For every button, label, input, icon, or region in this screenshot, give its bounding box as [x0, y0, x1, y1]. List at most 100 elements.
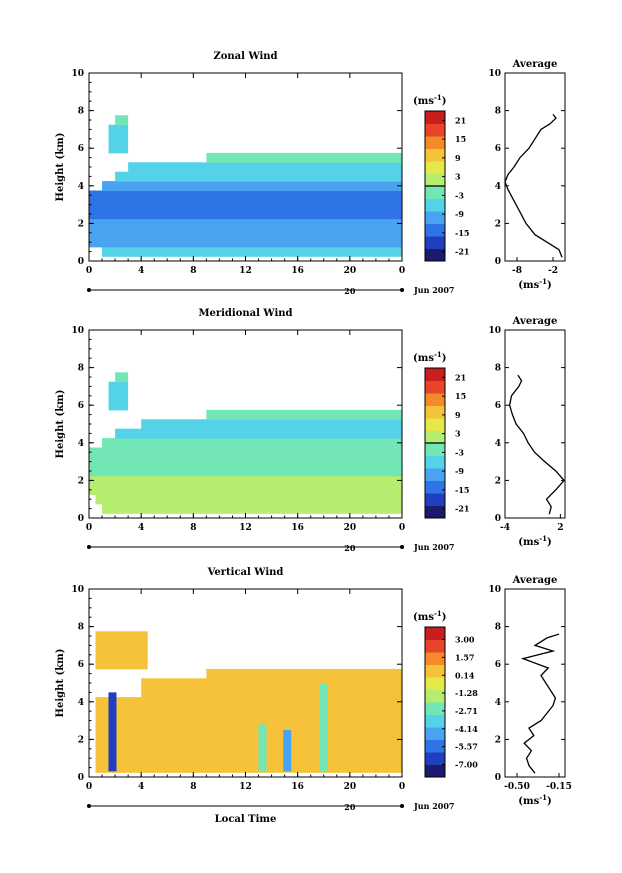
profile-y-tick-label: 6 [495, 144, 501, 154]
heatmap-cell [115, 372, 129, 383]
y-tick-label: 8 [78, 623, 84, 633]
heatmap-cell [102, 246, 403, 257]
colorbar-tick-label: -21 [455, 247, 469, 257]
y-tick-label: 8 [78, 107, 84, 117]
colorbar-unit: (ms-1) [413, 350, 446, 364]
profile-y-tick-label: 6 [495, 401, 501, 411]
colorbar-tick-label: -15 [455, 485, 469, 495]
colorbar-tick-label: -7.00 [455, 760, 478, 770]
y-tick-label: 2 [78, 476, 84, 486]
colorbar-tick-label: -5.57 [455, 742, 478, 752]
heatmap-cell [108, 124, 129, 135]
colorbar-unit: (ms-1) [413, 609, 446, 623]
colorbar-segment [425, 430, 445, 444]
colorbar-tick-label: -9 [455, 209, 464, 219]
profile-frame [504, 329, 566, 519]
heatmap-cell [95, 631, 148, 642]
profile-y-tick-label: 2 [495, 476, 501, 486]
y-tick-label: 8 [78, 364, 84, 374]
y-tick-label: 4 [78, 439, 84, 449]
profile-line [504, 113, 563, 258]
colorbar-segment [425, 380, 445, 394]
colorbar-segment [425, 198, 445, 212]
colorbar-tick-label: -15 [455, 228, 469, 238]
date-axis-end [400, 545, 404, 549]
colorbar-segment [425, 148, 445, 162]
colorbar-segment [425, 455, 445, 469]
profile-y-tick-label: 8 [495, 107, 501, 117]
profile-x-label: (ms-1) [518, 793, 551, 807]
profile-y-tick-label: 10 [488, 585, 501, 595]
profile-x-label: (ms-1) [518, 277, 551, 291]
y-tick-label: 4 [78, 698, 84, 708]
heatmap-cell [89, 209, 402, 220]
profile-y-tick-label: 4 [495, 182, 501, 192]
heatmap-cell [89, 237, 402, 248]
colorbar-segment [425, 111, 445, 124]
colorbar-tick-label: 1.57 [455, 652, 474, 662]
colorbar-segment [425, 405, 445, 419]
profile-y-tick-label: 0 [495, 257, 501, 267]
y-tick-label: 2 [78, 219, 84, 229]
y-axis-label: Height (km) [55, 133, 66, 202]
y-tick-label: 0 [78, 773, 84, 783]
date-axis-end [400, 288, 404, 292]
colorbar-segment [425, 161, 445, 174]
profile-y-tick-label: 0 [495, 773, 501, 783]
profile-y-tick-label: 8 [495, 364, 501, 374]
heatmap-cell [141, 419, 402, 430]
heatmap-cell [95, 725, 402, 736]
colorbar-segment [425, 714, 445, 728]
colorbar-tick-label: 15 [455, 134, 466, 144]
x-tick-label: 12 [239, 266, 252, 276]
colorbar-segment [425, 689, 445, 703]
colorbar-tick-label: 3 [455, 429, 461, 439]
heatmap-cell [115, 115, 129, 126]
colorbar-segment [425, 702, 445, 715]
y-tick-label: 10 [71, 69, 84, 79]
x-tick-label: 8 [190, 782, 196, 792]
profile-y-tick-label: 4 [495, 439, 501, 449]
heatmap-cell [108, 134, 129, 144]
colorbar-segment [425, 739, 445, 753]
colorbar-segment [425, 652, 445, 665]
heatmap-cell [108, 143, 129, 154]
x-tick-label: 20 [344, 266, 357, 276]
x-tick-label: 8 [190, 523, 196, 533]
y-tick-label: 10 [71, 585, 84, 595]
x-tick-label: 4 [138, 523, 144, 533]
date-suffix: Jun 2007 [413, 285, 454, 295]
x-tick-label: 8 [190, 266, 196, 276]
profile-x-tick-label: 2 [557, 523, 563, 533]
profile-x-label: (ms-1) [518, 534, 551, 548]
colorbar-tick-label: -4.14 [455, 724, 478, 734]
x-tick-label: 20 [344, 782, 357, 792]
colorbar-segment [425, 136, 445, 149]
colorbar-segment [425, 505, 445, 519]
heatmap-downdraft [283, 730, 292, 772]
heatmap-cell [102, 181, 403, 191]
heatmap-cell [206, 409, 402, 420]
heatmap-cell [95, 762, 402, 773]
heatmap-cell [95, 659, 148, 670]
colorbar-tick-label: 3 [455, 172, 461, 182]
colorbar-segment [425, 248, 445, 262]
colorbar-segment [425, 418, 445, 431]
heatmap-cell [102, 503, 403, 514]
x-tick-label: 0 [399, 266, 405, 276]
profile-line [508, 374, 565, 515]
x-tick-label: 4 [138, 266, 144, 276]
colorbar-tick-label: 21 [455, 115, 466, 125]
heatmap-cell [128, 162, 402, 173]
heatmap-cell [95, 715, 402, 726]
x-tick-label: 12 [239, 782, 252, 792]
colorbar-segment [425, 223, 445, 237]
heatmap-cell [115, 428, 402, 439]
y-tick-label: 2 [78, 735, 84, 745]
profile-x-tick-label: -0.50 [504, 782, 530, 792]
colorbar-tick-label: 9 [455, 153, 461, 163]
profile-y-tick-label: 2 [495, 219, 501, 229]
x-tick-label: 0 [86, 266, 92, 276]
heatmap-cell [95, 494, 402, 505]
